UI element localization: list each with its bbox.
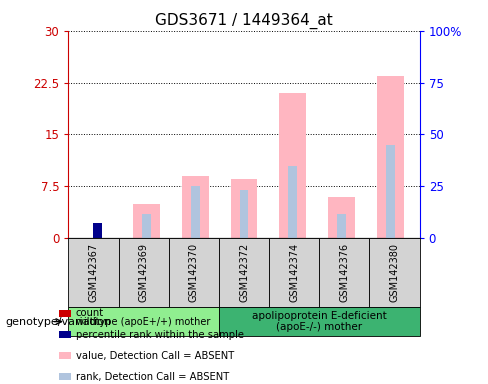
Bar [142, 214, 151, 238]
Text: GSM142376: GSM142376 [339, 243, 349, 302]
Bar [240, 190, 248, 238]
Bar [191, 186, 200, 238]
Text: rank, Detection Call = ABSENT: rank, Detection Call = ABSENT [76, 372, 229, 382]
Text: GSM142380: GSM142380 [389, 243, 400, 302]
Bar [231, 179, 258, 238]
Text: GSM142369: GSM142369 [139, 243, 149, 302]
Text: GSM142370: GSM142370 [189, 243, 199, 302]
Bar [93, 230, 102, 238]
Text: apolipoprotein E-deficient
(apoE-/-) mother: apolipoprotein E-deficient (apoE-/-) mot… [252, 311, 386, 333]
Text: value, Detection Call = ABSENT: value, Detection Call = ABSENT [76, 351, 234, 361]
Text: GSM142367: GSM142367 [88, 243, 99, 302]
Text: wildtype (apoE+/+) mother: wildtype (apoE+/+) mother [77, 316, 211, 327]
Bar [93, 223, 102, 238]
Bar [386, 145, 395, 238]
Text: percentile rank within the sample: percentile rank within the sample [76, 329, 244, 339]
Text: GSM142372: GSM142372 [239, 243, 249, 302]
Text: count: count [76, 308, 104, 318]
Bar [377, 76, 404, 238]
Bar [182, 176, 209, 238]
Bar [328, 197, 355, 238]
Bar [280, 93, 306, 238]
Title: GDS3671 / 1449364_at: GDS3671 / 1449364_at [155, 13, 333, 29]
Text: genotype/variation: genotype/variation [5, 316, 111, 327]
Bar [133, 204, 160, 238]
Bar [288, 166, 297, 238]
Text: GSM142374: GSM142374 [289, 243, 299, 302]
Bar [337, 214, 346, 238]
